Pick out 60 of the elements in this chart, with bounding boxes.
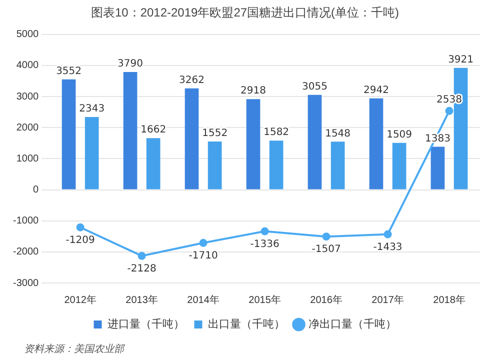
- chart-title: 图表10：2012-2019年欧盟27国糖进出口情况(单位：千吨): [90, 6, 400, 20]
- y-tick-label: -1000: [13, 216, 40, 227]
- x-tick-label: 2016年: [310, 294, 342, 306]
- data-label: 1552: [202, 128, 228, 140]
- point: [322, 232, 330, 241]
- data-label: 2343: [79, 104, 105, 115]
- point: [260, 227, 269, 236]
- bar: [369, 98, 384, 190]
- data-label: 3790: [118, 58, 144, 70]
- y-tick-label: 4000: [16, 60, 40, 72]
- point: [384, 230, 392, 238]
- data-label: 1662: [140, 124, 166, 136]
- data-label: 3552: [56, 66, 82, 77]
- legend-label: 净出口量（千吨）: [308, 318, 396, 331]
- data-label: -1336: [250, 238, 280, 250]
- x-tick-label: 2015年: [248, 294, 281, 306]
- bar: [184, 88, 199, 190]
- data-label: 3055: [302, 81, 328, 92]
- y-tick-label: 5000: [16, 29, 40, 40]
- bar: [269, 140, 284, 190]
- data-label: -2128: [127, 263, 156, 274]
- bar: [330, 142, 345, 190]
- data-label: 3262: [179, 75, 204, 86]
- bar: [246, 99, 260, 190]
- data-label: 1548: [325, 128, 351, 140]
- data-label: -1507: [312, 244, 341, 256]
- data-label: -1710: [188, 250, 218, 262]
- x-tick-label: 2013年: [126, 294, 158, 306]
- data-label: 2918: [240, 86, 266, 97]
- bar: [392, 142, 406, 190]
- point: [199, 238, 208, 247]
- point: [138, 252, 146, 260]
- legend-label: 出口量（千吨）: [208, 318, 285, 331]
- data-label: 3921: [448, 54, 474, 66]
- bar: [308, 94, 322, 190]
- x-tick-label: 2014年: [187, 294, 220, 306]
- x-tick-label: 2018年: [433, 294, 466, 306]
- data-label: 1509: [386, 129, 412, 140]
- x-tick-label: 2012年: [64, 294, 96, 306]
- y-tick-label: -3000: [13, 278, 40, 289]
- data-label: 1582: [264, 127, 290, 138]
- y-tick-label: -2000: [13, 246, 40, 258]
- point: [76, 223, 84, 232]
- y-tick-label: 0: [33, 184, 40, 196]
- bar: [62, 79, 76, 190]
- legend-label: 进口量（千吨）: [107, 318, 184, 331]
- bar: [208, 142, 222, 190]
- y-tick-label: 1000: [16, 153, 40, 164]
- bar: [430, 146, 445, 190]
- data-label: -1209: [66, 234, 95, 246]
- x-tick-label: 2017年: [372, 294, 404, 306]
- point: [445, 106, 454, 115]
- data-label: 2942: [364, 84, 389, 96]
- bar: [146, 138, 160, 190]
- bar: [84, 116, 99, 190]
- data-label: -1433: [373, 242, 402, 253]
- bar: [123, 72, 138, 190]
- text: 资料来源：美国农业部: [24, 342, 126, 356]
- y-tick-label: 3000: [16, 91, 40, 102]
- y-tick-label: 2000: [16, 122, 40, 134]
